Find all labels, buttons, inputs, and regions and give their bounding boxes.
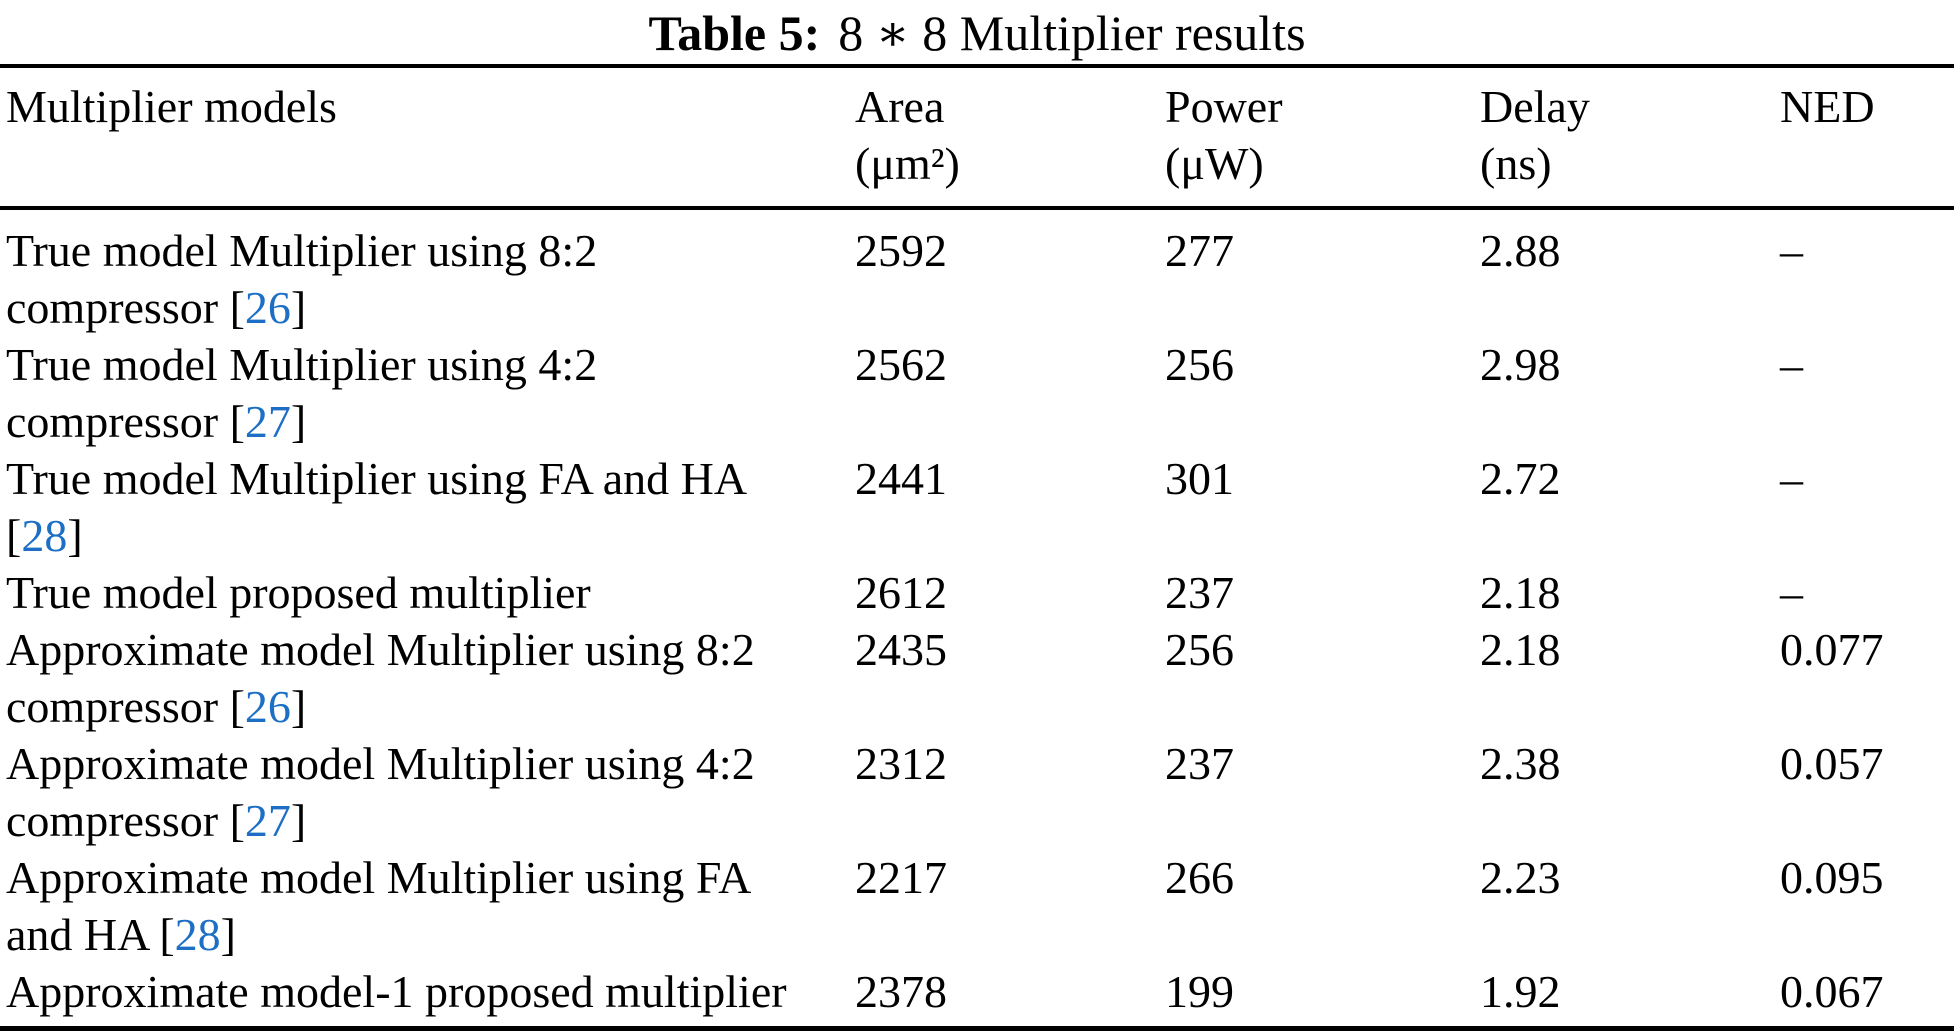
model-line2-text: compressor	[6, 681, 230, 732]
model-name-line1: Approximate model Multiplier using FA	[6, 852, 752, 903]
citation-bracket-close: ]	[220, 909, 236, 960]
delay-value: 2.18	[1480, 567, 1561, 618]
model-line2-text: compressor	[6, 282, 230, 333]
header-power-label: Power	[1165, 81, 1283, 132]
citation-link[interactable]: 28	[174, 909, 221, 960]
delay-value: 1.92	[1480, 966, 1561, 1017]
power-value: 301	[1165, 453, 1234, 504]
model-name-line1: Approximate model Multiplier using 4:2	[6, 738, 755, 789]
header-ned: NED	[1780, 78, 1954, 192]
ned-value: 0.067	[1780, 966, 1884, 1017]
model-name-line2: compressor [27]	[6, 792, 845, 849]
model-cell: True model Multiplier using 4:2 compress…	[0, 336, 855, 450]
citation-link[interactable]: 28	[21, 510, 68, 561]
header-area: Area (μm²)	[855, 78, 1165, 192]
power-value: 237	[1165, 567, 1234, 618]
area-value: 2217	[855, 852, 947, 903]
model-name-line1: Approximate model Multiplier using 8:2	[6, 624, 755, 675]
model-name-line1: True model Multiplier using FA and HA	[6, 453, 748, 504]
header-delay-label: Delay	[1480, 81, 1590, 132]
header-power-unit: (μW)	[1165, 138, 1264, 189]
table-bottom-rule	[0, 1026, 1954, 1031]
delay-value: 2.88	[1480, 225, 1561, 276]
model-cell: Approximate model Multiplier using FA an…	[0, 849, 855, 963]
model-cell: Approximate model Multiplier using 4:2 c…	[0, 735, 855, 849]
citation-bracket-open: [	[159, 909, 175, 960]
power-value: 256	[1165, 624, 1234, 675]
area-value: 2592	[855, 225, 947, 276]
header-model-label: Multiplier models	[6, 81, 337, 132]
citation-bracket-close: ]	[290, 282, 307, 333]
model-cell: True model Multiplier using FA and HA [2…	[0, 450, 855, 564]
header-delay-unit: (ns)	[1480, 138, 1552, 189]
area-value: 2612	[855, 567, 947, 618]
model-cell: Approximate model-1 proposed multiplier	[0, 963, 855, 1020]
citation-link[interactable]: 27	[244, 396, 291, 447]
citation-bracket-open: [	[229, 396, 245, 447]
table-caption: Table 5: 8 ∗ 8 Multiplier results	[0, 0, 1954, 64]
model-name-line2: compressor [26]	[6, 678, 845, 735]
ned-value: 0.095	[1780, 852, 1884, 903]
citation-bracket-close: ]	[290, 795, 307, 846]
area-value: 2562	[855, 339, 947, 390]
ned-value: –	[1780, 453, 1803, 504]
model-name-line2: compressor [27]	[6, 393, 845, 450]
header-ned-label: NED	[1780, 81, 1875, 132]
ned-value: 0.057	[1780, 738, 1884, 789]
model-cell: True model Multiplier using 8:2 compress…	[0, 222, 855, 336]
header-delay: Delay (ns)	[1480, 78, 1780, 192]
citation-link[interactable]: 26	[244, 282, 291, 333]
area-value: 2435	[855, 624, 947, 675]
model-name-line1: True model proposed multiplier	[6, 567, 591, 618]
power-value: 237	[1165, 738, 1234, 789]
power-value: 277	[1165, 225, 1234, 276]
ned-value: –	[1780, 567, 1803, 618]
citation-link[interactable]: 26	[244, 681, 291, 732]
header-multiplier-models: Multiplier models	[0, 78, 855, 192]
ned-value: –	[1780, 225, 1803, 276]
citation-bracket-close: ]	[67, 510, 83, 561]
table-header-row: Multiplier models Area (μm²) Power (μW) …	[0, 68, 1954, 206]
table-body: True model Multiplier using 8:2 compress…	[0, 210, 1954, 1026]
model-name-line1: True model Multiplier using 8:2	[6, 225, 598, 276]
delay-value: 2.98	[1480, 339, 1561, 390]
ned-value: –	[1780, 339, 1803, 390]
citation-bracket-close: ]	[290, 396, 307, 447]
citation-bracket-open: [	[229, 681, 245, 732]
model-line2-text: compressor	[6, 795, 230, 846]
table-top-rule	[0, 64, 1954, 68]
model-line2-text: and HA	[6, 909, 160, 960]
model-cell: Approximate model Multiplier using 8:2 c…	[0, 621, 855, 735]
citation-link[interactable]: 27	[244, 795, 291, 846]
table-caption-text: 8 ∗ 8 Multiplier results	[838, 5, 1306, 61]
citation-bracket-open: [	[6, 510, 22, 561]
header-power: Power (μW)	[1165, 78, 1480, 192]
area-value: 2312	[855, 738, 947, 789]
area-value: 2441	[855, 453, 947, 504]
model-name-line2: [28]	[6, 507, 845, 564]
header-area-unit: (μm²)	[855, 138, 960, 189]
delay-value: 2.72	[1480, 453, 1561, 504]
delay-value: 2.38	[1480, 738, 1561, 789]
power-value: 199	[1165, 966, 1234, 1017]
power-value: 266	[1165, 852, 1234, 903]
citation-bracket-open: [	[229, 282, 245, 333]
model-cell: True model proposed multiplier	[0, 564, 855, 621]
delay-value: 2.18	[1480, 624, 1561, 675]
model-name-line1: True model Multiplier using 4:2	[6, 339, 598, 390]
citation-bracket-open: [	[229, 795, 245, 846]
model-name-line2: and HA [28]	[6, 906, 845, 963]
citation-bracket-close: ]	[290, 681, 307, 732]
table-header-rule	[0, 206, 1954, 210]
delay-value: 2.23	[1480, 852, 1561, 903]
model-line2-text: compressor	[6, 396, 230, 447]
model-name-line2: compressor [26]	[6, 279, 845, 336]
model-name-line1: Approximate model-1 proposed multiplier	[6, 966, 787, 1017]
ned-value: 0.077	[1780, 624, 1884, 675]
area-value: 2378	[855, 966, 947, 1017]
power-value: 256	[1165, 339, 1234, 390]
table-caption-label: Table 5:	[648, 5, 821, 61]
header-area-label: Area	[855, 81, 945, 132]
